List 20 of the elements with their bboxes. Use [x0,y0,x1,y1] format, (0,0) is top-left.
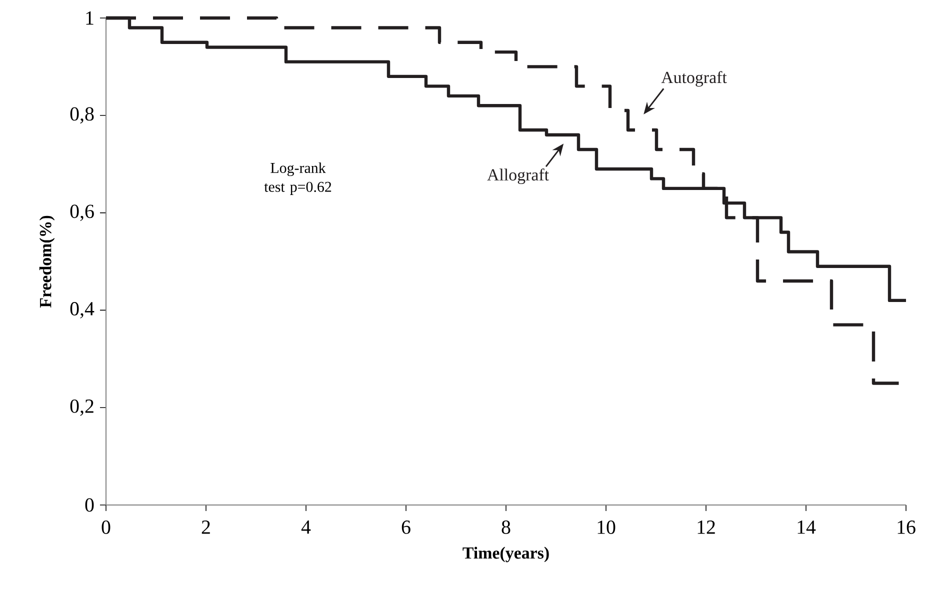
x-tick-label: 16 [898,520,916,534]
x-axis-title: Time(years) [462,546,549,562]
x-tick-label: 6 [402,520,410,534]
x-tick-label: 14 [798,520,816,534]
y-tick-label: 0 [85,498,94,512]
x-tick-label: 8 [502,520,510,534]
y-tick-label: 0,8 [70,107,94,124]
x-tick-label: 4 [301,520,311,534]
x-tick-label: 10 [598,520,616,534]
y-axis-title: Freedom(%) [39,216,55,308]
y-tick-label: 0,4 [70,302,94,318]
x-tick-label: 2 [202,520,210,534]
annotation: Log-rank test p=0.62 [264,162,332,195]
y-tick-label: 0,6 [70,204,94,221]
text: Autograft [661,71,727,87]
y-tick-label: 0,2 [70,399,94,416]
legend-label: Allograft [487,168,549,184]
x-tick-label: 12 [698,520,715,534]
y-tick-label: 1 [86,11,94,25]
x-tick-label: 0 [102,520,110,534]
